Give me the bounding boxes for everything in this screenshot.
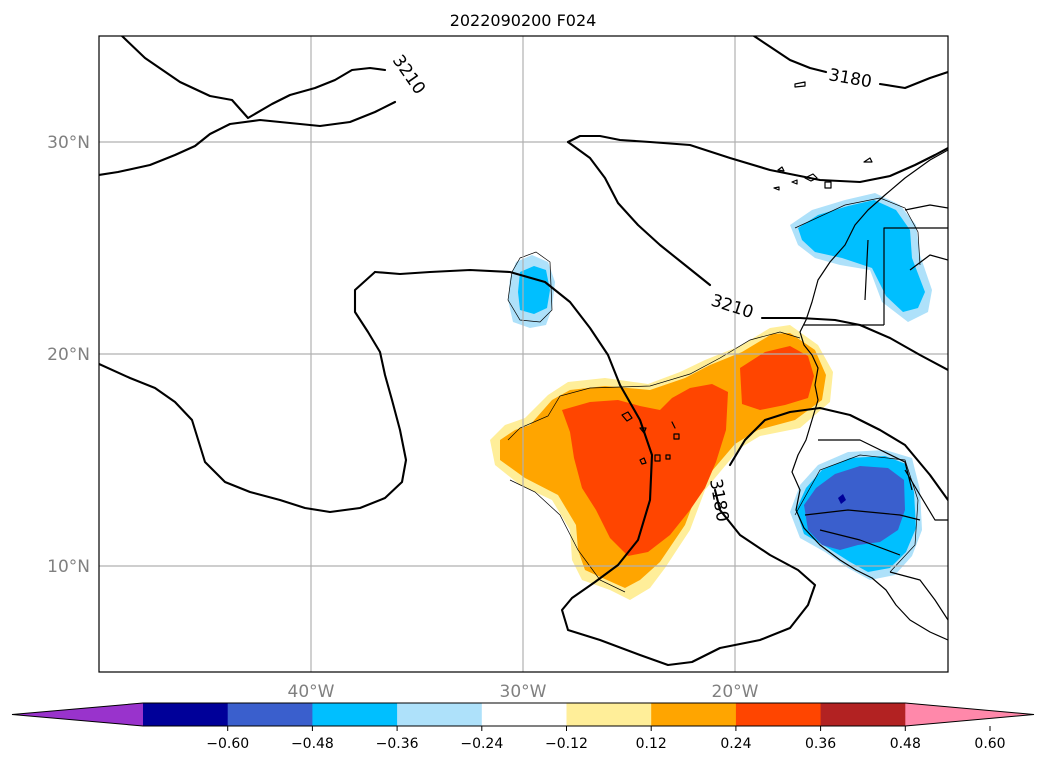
longitude-labels: 40°W 30°W 20°W: [288, 682, 759, 702]
lat-label-30n: 30°N: [47, 133, 90, 153]
contour-3210-mid: [566, 134, 948, 184]
coastlines: [621, 81, 948, 641]
colorbar-tick-label: 0.36: [805, 736, 836, 752]
colorbar-tick-label: −0.36: [376, 736, 419, 752]
colorbar-segment: [566, 703, 652, 726]
positive-anomaly-red-orange-main: [562, 384, 728, 556]
colorbar: −0.60 −0.48 −0.36 −0.24 −0.12 0.12 0.24 0.36 0.4…: [11, 702, 1035, 752]
anomaly-edges: [507, 197, 921, 593]
colorbar-segment: [227, 703, 313, 726]
colorbar-tick-label: 0.12: [636, 736, 667, 752]
colorbar-segment: [735, 703, 822, 726]
negative-anomaly-navy-spot: [838, 494, 846, 504]
contour-3210-upper: [99, 100, 397, 177]
negative-anomaly-royal-blue-south: [804, 466, 905, 550]
graticule: [99, 36, 948, 672]
lat-label-20n: 20°N: [47, 345, 90, 365]
negative-anomaly-blue-west: [518, 266, 550, 314]
contour-3210-north: [120, 36, 387, 120]
colorbar-segment: [651, 703, 737, 726]
map-area: 3210 3180 3210 3180: [99, 36, 948, 672]
figure-title: 2022090200 F024: [450, 11, 597, 30]
height-contours: [99, 36, 948, 667]
colorbar-tick-label: 0.48: [890, 736, 921, 752]
colorbar-segment: [481, 703, 567, 726]
border-lines: [804, 204, 948, 621]
canary-islands: [773, 81, 873, 191]
colorbar-outline: [11, 702, 1035, 727]
contour-3180-closed-low-top: [373, 268, 817, 667]
africa-coastline: [791, 149, 948, 641]
contour-3180-ne: [752, 36, 948, 90]
colorbar-extend-high: [905, 703, 1034, 726]
positive-anomaly-red-orange-east: [740, 346, 814, 410]
colorbar-tick-label: −0.12: [545, 736, 588, 752]
colorbar-extend-low: [12, 703, 143, 726]
contour-3180-closed-low: [99, 270, 408, 514]
colorbar-tick-label: −0.24: [460, 736, 503, 752]
latitude-labels: 30°N 20°N 10°N: [47, 133, 90, 577]
contour-3180-east: [728, 406, 948, 502]
colorbar-segment: [312, 703, 398, 726]
lat-label-10n: 10°N: [47, 557, 90, 577]
colorbar-segment: [820, 703, 906, 726]
map-frame: [98, 35, 949, 673]
contour-3210-trough: [566, 140, 948, 372]
lon-label-40w: 40°W: [288, 682, 335, 702]
colorbar-segment: [397, 703, 483, 726]
shaded-field: [490, 193, 932, 600]
lon-label-20w: 20°W: [712, 682, 759, 702]
colorbar-tick-label: −0.60: [206, 736, 249, 752]
lon-label-30w: 30°W: [500, 682, 547, 702]
cape-verde-islands: [621, 411, 680, 465]
colorbar-segment: [143, 703, 229, 726]
colorbar-tick-label: −0.48: [291, 736, 334, 752]
colorbar-tick-label: 0.60: [974, 736, 1005, 752]
colorbar-tick-label: 0.24: [720, 736, 751, 752]
